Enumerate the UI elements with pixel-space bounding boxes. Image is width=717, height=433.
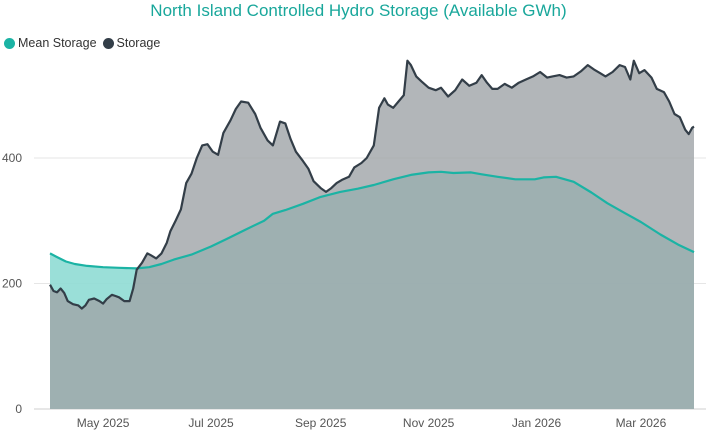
x-tick-label-0: May 2025 <box>77 416 130 430</box>
chart-legend: Mean Storage Storage <box>4 36 166 50</box>
legend-item-mean-storage[interactable]: Mean Storage <box>4 36 97 50</box>
legend-marker-mean-storage <box>4 37 15 49</box>
x-tick-label-5: Mar 2026 <box>616 416 667 430</box>
x-tick-label-1: Jul 2025 <box>188 416 234 430</box>
chart-title: North Island Controlled Hydro Storage (A… <box>150 1 567 20</box>
line-storage <box>49 59 695 310</box>
legend-label-mean-storage: Mean Storage <box>18 36 97 50</box>
x-tick-label-3: Nov 2025 <box>403 416 455 430</box>
legend-marker-storage <box>102 37 114 49</box>
y-tick-label-0: 0 <box>15 402 22 416</box>
legend-label-storage: Storage <box>116 36 161 50</box>
area-storage <box>50 60 694 409</box>
y-tick-label-400: 400 <box>2 151 22 165</box>
y-tick-label-200: 200 <box>2 276 22 290</box>
x-tick-label-4: Jan 2026 <box>512 416 562 430</box>
legend-item-storage[interactable]: Storage <box>102 36 161 50</box>
x-tick-label-2: Sep 2025 <box>295 416 347 430</box>
